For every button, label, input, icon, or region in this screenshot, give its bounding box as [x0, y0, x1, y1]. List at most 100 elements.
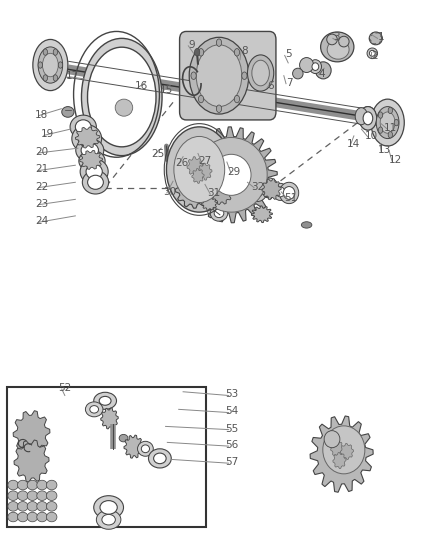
- Ellipse shape: [248, 180, 267, 201]
- Polygon shape: [185, 127, 277, 223]
- Ellipse shape: [37, 491, 47, 500]
- Ellipse shape: [242, 186, 253, 198]
- Ellipse shape: [18, 512, 28, 522]
- Text: 23: 23: [35, 199, 48, 208]
- Ellipse shape: [84, 155, 100, 167]
- Ellipse shape: [339, 36, 349, 47]
- Text: 32: 32: [251, 182, 264, 191]
- Ellipse shape: [96, 510, 121, 529]
- Text: 10: 10: [365, 131, 378, 141]
- Text: 6: 6: [267, 82, 274, 91]
- Ellipse shape: [79, 150, 105, 172]
- Ellipse shape: [42, 53, 58, 77]
- Polygon shape: [175, 170, 212, 208]
- Ellipse shape: [252, 184, 263, 197]
- Text: 55: 55: [226, 424, 239, 433]
- Ellipse shape: [94, 392, 117, 409]
- Ellipse shape: [198, 95, 204, 103]
- Ellipse shape: [196, 194, 214, 211]
- Text: 27: 27: [198, 156, 212, 166]
- Ellipse shape: [62, 107, 74, 117]
- Ellipse shape: [43, 49, 47, 55]
- Ellipse shape: [58, 62, 63, 68]
- Ellipse shape: [81, 38, 162, 156]
- Ellipse shape: [217, 184, 230, 198]
- Ellipse shape: [141, 445, 149, 453]
- Ellipse shape: [376, 107, 399, 139]
- Ellipse shape: [378, 112, 383, 118]
- Text: 21: 21: [35, 165, 48, 174]
- Text: 11: 11: [384, 123, 397, 133]
- Ellipse shape: [207, 202, 221, 216]
- Text: 15: 15: [160, 85, 173, 94]
- Ellipse shape: [264, 182, 275, 193]
- Ellipse shape: [380, 112, 395, 133]
- Ellipse shape: [359, 107, 377, 130]
- Ellipse shape: [182, 149, 188, 157]
- Ellipse shape: [312, 63, 319, 70]
- Ellipse shape: [252, 60, 269, 86]
- Ellipse shape: [80, 159, 108, 184]
- Ellipse shape: [174, 136, 225, 203]
- Ellipse shape: [394, 119, 399, 126]
- Text: 3: 3: [333, 33, 340, 42]
- Ellipse shape: [293, 68, 303, 79]
- Text: 53: 53: [226, 390, 239, 399]
- Text: 54: 54: [226, 407, 239, 416]
- Ellipse shape: [53, 75, 58, 81]
- Text: 57: 57: [226, 457, 239, 467]
- FancyBboxPatch shape: [180, 31, 276, 120]
- Ellipse shape: [88, 175, 103, 189]
- Ellipse shape: [272, 183, 288, 200]
- Text: 7: 7: [286, 78, 293, 87]
- Ellipse shape: [8, 502, 18, 511]
- Text: 17: 17: [66, 71, 79, 80]
- Ellipse shape: [78, 131, 95, 147]
- Ellipse shape: [198, 49, 204, 56]
- Polygon shape: [198, 163, 212, 180]
- Ellipse shape: [261, 178, 278, 197]
- Ellipse shape: [99, 397, 111, 405]
- Ellipse shape: [212, 179, 234, 203]
- Ellipse shape: [239, 182, 256, 201]
- Ellipse shape: [38, 47, 63, 83]
- Ellipse shape: [309, 60, 321, 74]
- Polygon shape: [210, 181, 232, 205]
- Ellipse shape: [242, 72, 247, 79]
- Ellipse shape: [301, 222, 312, 228]
- Ellipse shape: [148, 449, 171, 468]
- Ellipse shape: [210, 205, 228, 221]
- Text: 24: 24: [35, 216, 48, 226]
- Ellipse shape: [247, 55, 274, 91]
- Ellipse shape: [234, 95, 240, 103]
- Text: 9: 9: [188, 40, 195, 50]
- Polygon shape: [101, 408, 118, 429]
- Text: 25: 25: [151, 149, 164, 158]
- Ellipse shape: [115, 99, 133, 116]
- Ellipse shape: [33, 39, 68, 91]
- Ellipse shape: [90, 406, 99, 413]
- Text: 4: 4: [318, 69, 325, 78]
- Ellipse shape: [27, 512, 38, 522]
- Polygon shape: [310, 416, 373, 492]
- Ellipse shape: [321, 32, 354, 62]
- Text: 22: 22: [35, 182, 48, 191]
- Ellipse shape: [138, 441, 153, 456]
- Polygon shape: [80, 150, 102, 169]
- Text: 51: 51: [285, 193, 298, 203]
- Ellipse shape: [27, 491, 38, 500]
- Ellipse shape: [53, 49, 58, 55]
- Ellipse shape: [327, 34, 337, 45]
- Polygon shape: [201, 197, 217, 210]
- Polygon shape: [75, 127, 100, 148]
- Ellipse shape: [154, 453, 166, 464]
- Text: 52: 52: [58, 383, 71, 393]
- Text: 20: 20: [35, 147, 48, 157]
- Polygon shape: [124, 435, 143, 458]
- Ellipse shape: [75, 120, 91, 134]
- Ellipse shape: [76, 139, 104, 162]
- Text: 5: 5: [285, 50, 292, 59]
- Ellipse shape: [234, 49, 240, 56]
- Polygon shape: [192, 168, 204, 183]
- Polygon shape: [251, 206, 272, 223]
